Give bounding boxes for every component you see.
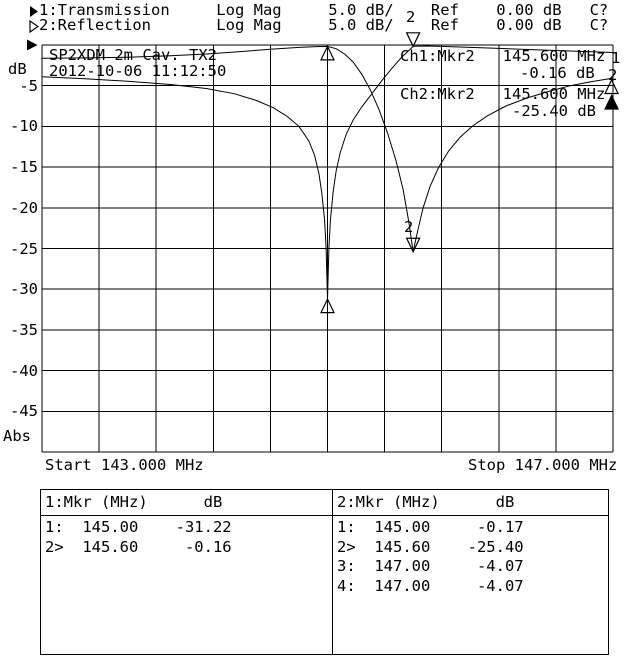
ch1-marker-readout: Ch1:Mkr2 145.600 MHz (400, 47, 606, 65)
ch1-marker-1-icon (320, 297, 335, 314)
ch1-marker-2-icon (405, 32, 421, 48)
channel2-inactive-icon (29, 20, 39, 33)
ch2-marker-table-header: 2:Mkr (MHz) dB (333, 490, 608, 516)
trace-reflection (41, 45, 614, 252)
trace1-end-label: 1 (611, 49, 621, 67)
ch2-marker-1-icon (320, 45, 335, 61)
marker2-label-top: 2 (406, 8, 416, 26)
channel1-header: 1:Transmission Log Mag 5.0 dB/ Ref 0.00 … (39, 1, 609, 19)
ch1-marker-value: -0.16 dB (520, 64, 595, 82)
ch1-marker-table-header: 1:Mkr (MHz) dB (41, 490, 332, 516)
y-axis-mode-label: Abs (3, 427, 31, 445)
marker-table-row: 1: 145.00 -31.22 (45, 518, 232, 536)
y-tick--45: -45 (10, 402, 38, 421)
ch2-marker-table: 2:Mkr (MHz) dB 1: 145.00 -0.17 2> 145.60 … (332, 489, 609, 655)
marker-table-row: 2> 145.60 -0.16 (45, 537, 232, 556)
ch2-marker-3-icon (604, 78, 620, 95)
ch2-marker-4-icon (604, 94, 620, 110)
reference-level-arrow-icon (27, 39, 38, 51)
y-tick--35: -35 (10, 320, 38, 339)
ch2-marker-table-rows: 1: 145.00 -0.17 2> 145.60 -25.40 3: 147.00… (333, 516, 608, 596)
channel2-header: 2:Reflection Log Mag 5.0 dB/ Ref 0.00 dB… (39, 16, 609, 34)
marker-table-row: 3: 147.00 -4.07 (337, 557, 524, 575)
ch1-marker-table: 1:Mkr (MHz) dB 1: 145.00 -31.22 2> 145.60… (40, 489, 333, 655)
channel1-active-icon (30, 6, 38, 17)
y-axis-unit-label: dB (8, 60, 27, 78)
sweep-start-label: Start 143.000 MHz (45, 456, 204, 474)
sweep-stop-label: Stop 147.000 MHz (468, 456, 618, 474)
y-tick--30: -30 (10, 280, 38, 299)
marker-table-row: 2> 145.60 -25.40 (337, 537, 524, 556)
y-tick--20: -20 (10, 198, 38, 217)
marker2-label-dip: 2 (404, 218, 414, 236)
ch2-marker-value: -25.40 dB (512, 102, 596, 120)
marker-table-row: 1: 145.00 -0.17 (337, 518, 524, 536)
plot-datetime: 2012-10-06 11:12:50 (49, 62, 227, 80)
y-tick--10: -10 (10, 117, 38, 136)
y-tick--25: -25 (10, 239, 38, 258)
marker-table-row: 4: 147.00 -4.07 (337, 576, 524, 595)
y-tick--15: -15 (10, 158, 38, 177)
trace-transmission (41, 45, 614, 300)
ch1-marker-table-rows: 1: 145.00 -31.22 2> 145.60 -0.16 (41, 516, 332, 557)
plot-title: SP2XDM 2m Cav. TX2 (49, 46, 217, 64)
y-tick--40: -40 (10, 361, 38, 380)
y-tick--5: -5 (19, 76, 38, 95)
ch2-marker-2-icon (405, 237, 421, 254)
